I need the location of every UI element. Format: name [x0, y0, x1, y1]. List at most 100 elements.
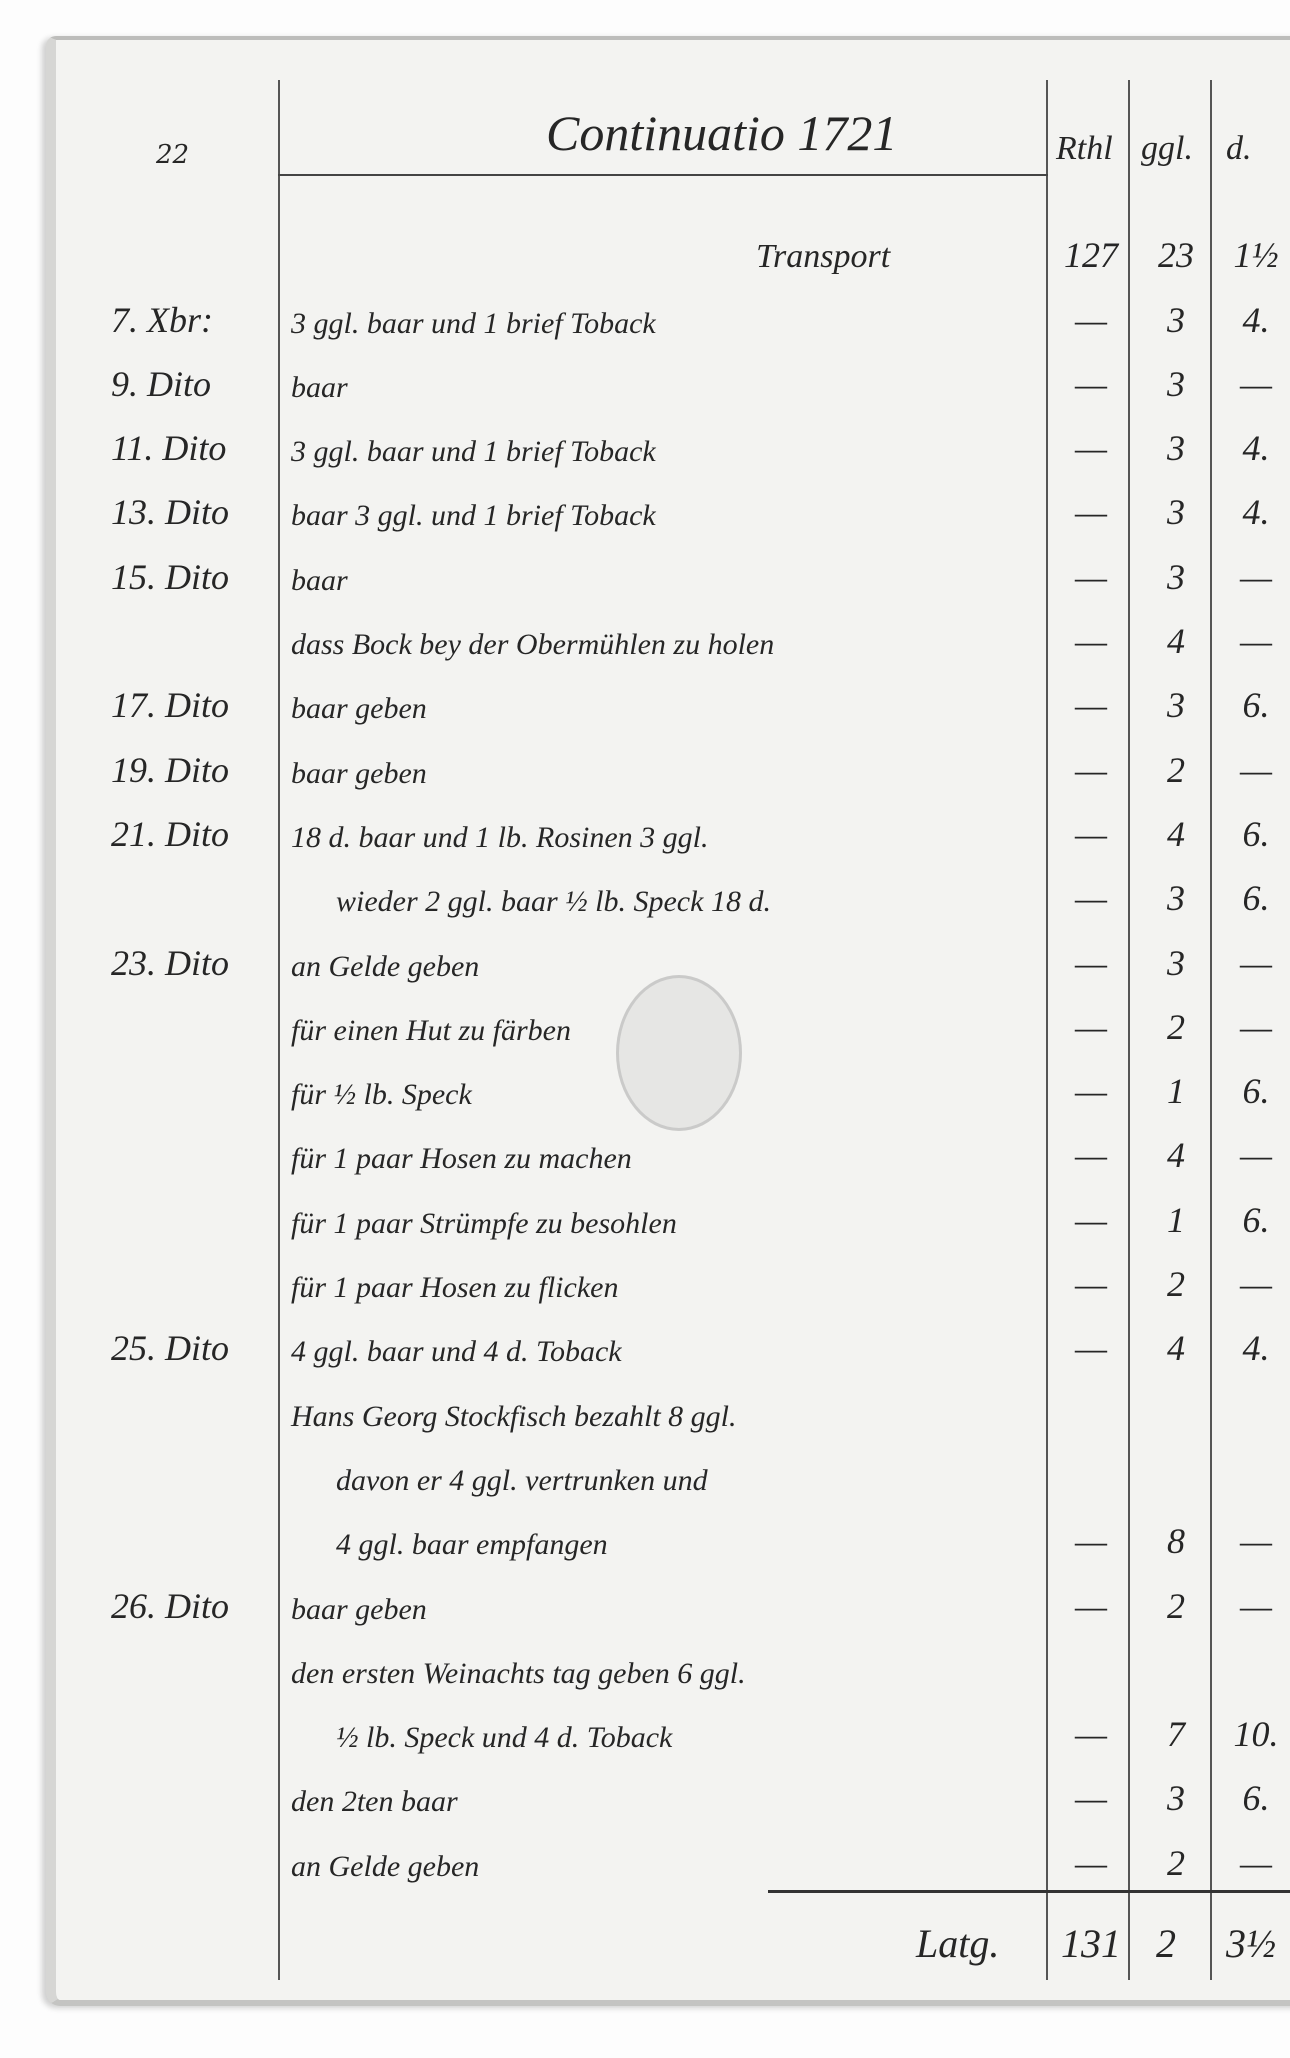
rthl-amount: —	[1074, 1585, 1107, 1626]
transport-label: Transport	[756, 238, 891, 276]
ledger-row: 21. Dito 18 d. baar und 1 lb. Rosinen 3 g…	[56, 799, 1290, 863]
entry-description: baar geben	[291, 1592, 427, 1626]
d-amount: 6.	[1242, 813, 1270, 854]
d-amount: —	[1239, 621, 1272, 662]
d-amount: 6.	[1242, 1199, 1270, 1240]
entry-description: den 2ten baar	[291, 1785, 458, 1819]
rthl-amount: —	[1074, 1778, 1107, 1819]
ledger-row: 4 ggl. baar empfangen — 8 —	[56, 1506, 1290, 1570]
entry-description: 4 ggl. baar und 4 d. Toback	[291, 1335, 622, 1369]
ggl-amount: 2	[1167, 1842, 1185, 1883]
ggl-amount: 2	[1167, 1585, 1185, 1626]
entry-date: 17. Dito	[111, 685, 230, 726]
d-amount: 6.	[1242, 878, 1270, 919]
ledger-row: wieder 2 ggl. baar ½ lb. Speck 18 d. — 3 6.	[56, 863, 1290, 927]
entry-description: baar geben	[291, 692, 427, 726]
archive-stamp	[616, 975, 742, 1131]
ledger-row: für einen Hut zu färben — 2 —	[56, 992, 1290, 1056]
d-column-rule	[1210, 80, 1212, 1980]
header-rule	[278, 174, 1048, 176]
total-ggl: 2	[1156, 1921, 1176, 1966]
rthl-amount: —	[1074, 556, 1107, 597]
ledger-row: davon er 4 ggl. vertrunken und	[56, 1442, 1290, 1506]
entry-date: 21. Dito	[111, 813, 230, 854]
ggl-amount: 2	[1167, 1264, 1185, 1305]
entry-date: 19. Dito	[111, 749, 230, 790]
d-amount: —	[1239, 1521, 1272, 1562]
ggl-amount: 1	[1167, 1071, 1185, 1112]
transport-row: Transport 127 23 1½	[56, 220, 1290, 284]
ledger-row: 23. Dito an Gelde geben — 3 —	[56, 927, 1290, 991]
d-amount: 6.	[1242, 1778, 1270, 1819]
entry-date: 25. Dito	[111, 1328, 230, 1369]
rthl-amount: 127	[1064, 235, 1118, 276]
total-d: 3½	[1226, 1921, 1276, 1966]
ledger-entries: Transport 127 23 1½ 7. Xbr: 3 ggl. baar u…	[56, 220, 1290, 1892]
entry-description: für 1 paar Strümpfe zu besohlen	[291, 1206, 677, 1240]
ggl-amount: 3	[1167, 492, 1185, 533]
d-amount: —	[1239, 749, 1272, 790]
total-rule	[768, 1890, 1290, 1893]
entry-description: baar	[291, 563, 348, 597]
entry-description: für 1 paar Hosen zu flicken	[291, 1271, 619, 1305]
total-rthl: 131	[1061, 1921, 1121, 1966]
page-number: 22	[156, 140, 190, 170]
ggl-amount: 2	[1167, 1006, 1185, 1047]
date-column-rule	[278, 80, 280, 1980]
entry-date: 13. Dito	[111, 492, 230, 533]
ledger-row: 9. Dito baar — 3 —	[56, 349, 1290, 413]
entry-description: davon er 4 ggl. vertrunken und	[336, 1463, 708, 1497]
entry-description: für einen Hut zu färben	[291, 1013, 571, 1047]
ledger-row: 26. Dito baar geben — 2 —	[56, 1570, 1290, 1634]
entry-description: Hans Georg Stockfisch bezahlt 8 ggl.	[291, 1399, 737, 1433]
ledger-page: 22 Continuatio 1721 Rthl ggl. d. Transpo…	[46, 36, 1290, 2006]
ledger-row: 13. Dito baar 3 ggl. und 1 brief Toback — 3…	[56, 477, 1290, 541]
ggl-amount: 3	[1167, 556, 1185, 597]
rthl-amount: —	[1074, 749, 1107, 790]
rthl-amount: —	[1074, 428, 1107, 469]
d-amount: —	[1239, 1585, 1272, 1626]
entry-description: für ½ lb. Speck	[291, 1078, 472, 1112]
d-amount: —	[1239, 556, 1272, 597]
ledger-row: 25. Dito 4 ggl. baar und 4 d. Toback — 4 4.	[56, 1313, 1290, 1377]
entry-description: an Gelde geben	[291, 949, 480, 983]
rthl-amount: —	[1074, 878, 1107, 919]
rthl-amount: —	[1074, 1199, 1107, 1240]
d-amount: 6.	[1242, 1071, 1270, 1112]
entry-description: baar	[291, 370, 348, 404]
entry-date: 23. Dito	[111, 942, 230, 983]
ggl-amount: 3	[1167, 428, 1185, 469]
rthl-amount: —	[1074, 621, 1107, 662]
ledger-row: für 1 paar Strümpfe zu besohlen — 1 6.	[56, 1184, 1290, 1248]
d-amount: —	[1239, 942, 1272, 983]
rthl-amount: —	[1074, 1714, 1107, 1755]
rthl-amount: —	[1074, 492, 1107, 533]
ledger-row: für 1 paar Hosen zu machen — 4 —	[56, 1120, 1290, 1184]
d-amount: —	[1239, 363, 1272, 404]
entry-description: an Gelde geben	[291, 1849, 480, 1883]
ggl-amount: 3	[1167, 1778, 1185, 1819]
entry-date: 11. Dito	[111, 428, 227, 469]
entry-description: den ersten Weinachts tag geben 6 ggl.	[291, 1656, 746, 1690]
ledger-row: Hans Georg Stockfisch bezahlt 8 ggl.	[56, 1377, 1290, 1441]
rthl-column-rule	[1046, 80, 1048, 1980]
ggl-amount: 8	[1167, 1521, 1185, 1562]
entry-description: baar geben	[291, 756, 427, 790]
ledger-row: an Gelde geben — 2 —	[56, 1827, 1290, 1891]
entry-description: dass Bock bey der Obermühlen zu holen	[291, 628, 775, 662]
column-header-d: d.	[1226, 130, 1252, 167]
page-title: Continuatio 1721	[546, 105, 898, 161]
ledger-row: den 2ten baar — 3 6.	[56, 1763, 1290, 1827]
d-amount: —	[1239, 1264, 1272, 1305]
rthl-amount: —	[1074, 1264, 1107, 1305]
rthl-amount: —	[1074, 363, 1107, 404]
entry-description: 3 ggl. baar und 1 brief Toback	[291, 435, 656, 469]
entry-description: wieder 2 ggl. baar ½ lb. Speck 18 d.	[336, 885, 771, 919]
ledger-row: 19. Dito baar geben — 2 —	[56, 734, 1290, 798]
d-amount: 1½	[1233, 235, 1279, 276]
rthl-amount: —	[1074, 1328, 1107, 1369]
ledger-row: 11. Dito 3 ggl. baar und 1 brief Toback — 3…	[56, 413, 1290, 477]
d-amount: 4.	[1242, 299, 1270, 340]
ggl-amount: 7	[1167, 1714, 1185, 1755]
ggl-amount: 4	[1167, 621, 1185, 662]
